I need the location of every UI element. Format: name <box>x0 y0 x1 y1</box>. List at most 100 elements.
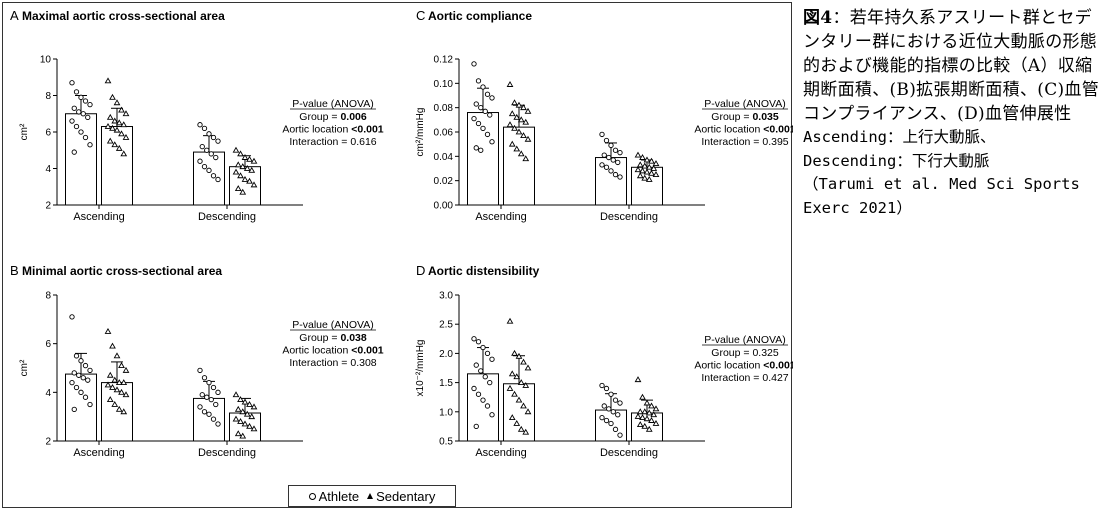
data-point-triangle <box>248 413 256 420</box>
data-point-triangle <box>520 402 527 409</box>
y-tick-label: 10 <box>40 55 52 66</box>
triangle-marker-icon <box>367 493 374 499</box>
data-point-triangle <box>246 177 253 184</box>
stats-value: 0.427 <box>762 372 788 384</box>
data-point-circle <box>82 98 89 104</box>
data-point-triangle <box>122 366 130 373</box>
data-point-circle <box>478 147 484 153</box>
data-point-triangle <box>241 175 249 182</box>
data-point-circle <box>612 147 619 153</box>
data-point-triangle <box>246 155 253 162</box>
data-point-triangle <box>643 415 651 422</box>
data-point-circle <box>201 409 208 415</box>
data-point-circle <box>71 370 77 376</box>
y-tick-label: 0.00 <box>434 201 454 212</box>
stats-label: Aortic location <box>694 360 763 372</box>
data-point-circle <box>201 164 208 170</box>
x-tick-label: Ascending <box>475 211 526 223</box>
data-point-circle <box>603 417 610 424</box>
data-point-triangle <box>106 371 114 378</box>
data-point-triangle <box>237 172 244 179</box>
stats-value: <0.001 <box>351 345 384 357</box>
data-point-triangle <box>239 432 247 439</box>
stats-heading: P-value (ANOVA) <box>292 98 374 110</box>
legend-athlete-label: Athlete <box>318 488 360 504</box>
x-tick-label: Descending <box>600 447 658 459</box>
data-point-circle <box>473 101 479 107</box>
data-point-triangle <box>634 412 642 419</box>
legend-athlete: Athlete <box>308 488 360 504</box>
data-point-circle <box>478 105 484 111</box>
panel-title: Minimal aortic cross-sectional area <box>22 264 222 278</box>
data-point-triangle <box>241 420 249 427</box>
data-point-circle <box>78 94 84 100</box>
data-point-circle <box>478 368 484 374</box>
data-point-circle <box>617 400 623 406</box>
stats-label: Group = <box>711 347 752 359</box>
data-point-circle <box>87 401 93 408</box>
data-point-triangle <box>652 160 660 167</box>
stats-line: Aortic location <0.001 <box>694 360 793 372</box>
data-point-triangle <box>234 185 242 191</box>
data-point-triangle <box>122 110 130 117</box>
data-point-triangle <box>513 373 521 380</box>
stats-value: <0.001 <box>351 124 384 136</box>
data-point-triangle <box>639 154 646 160</box>
data-point-triangle <box>634 376 642 383</box>
data-point-circle <box>480 397 486 403</box>
data-point-triangle <box>237 150 244 157</box>
data-point-circle <box>482 108 488 114</box>
caption-fig-label: 図4 <box>803 8 833 28</box>
stats-line: Group = 0.006 <box>299 111 367 123</box>
data-point-triangle <box>520 358 527 365</box>
data-point-triangle <box>111 376 119 383</box>
chart-panel-b: B Minimal aortic cross-sectional area 2 4 6 8… <box>10 263 384 459</box>
data-point-circle <box>80 111 86 117</box>
stats-label: Interaction = <box>701 136 762 148</box>
data-point-circle <box>484 403 491 409</box>
y-tick-label: 2 <box>45 437 51 448</box>
stats-label: Group = <box>711 111 752 123</box>
data-point-circle <box>489 356 495 362</box>
data-point-circle <box>599 382 605 389</box>
bar-circle <box>467 373 499 442</box>
caption-jp-text: ：若年持久系アスリート群とセデンタリー群における近位大動脈の形態的および機能的指… <box>803 8 1100 124</box>
caption-jp: 図4：若年持久系アスリート群とセデンタリー群における近位大動脈の形態的および機能… <box>803 6 1105 126</box>
data-point-triangle <box>113 99 121 106</box>
y-tick-label: 1.0 <box>439 407 453 418</box>
data-point-triangle <box>246 400 253 407</box>
y-tick-label: 8 <box>45 91 51 102</box>
data-point-triangle <box>248 166 256 173</box>
data-point-triangle <box>522 118 530 125</box>
y-tick-label: 0.5 <box>439 437 453 448</box>
data-point-triangle <box>524 364 532 371</box>
data-point-circle <box>601 152 607 158</box>
legend-sedentary-label: Sedentary <box>376 488 436 504</box>
data-point-triangle <box>111 117 119 124</box>
y-tick-label: 4 <box>45 388 51 399</box>
data-point-circle <box>482 374 488 380</box>
stats-label: Interaction = <box>289 357 350 369</box>
data-point-triangle <box>508 140 516 147</box>
data-point-circle <box>73 89 80 95</box>
data-point-triangle <box>517 379 525 385</box>
stats-line: Group = 0.038 <box>299 332 367 344</box>
data-point-triangle <box>118 130 125 137</box>
data-point-circle <box>213 154 219 161</box>
data-point-circle <box>206 379 212 386</box>
data-point-circle <box>206 167 212 173</box>
y-axis-label: cm²/mmHg <box>415 108 426 157</box>
data-point-circle <box>608 142 614 149</box>
data-point-triangle <box>513 113 521 120</box>
y-tick-label: 0.04 <box>434 152 454 163</box>
data-point-triangle <box>250 157 258 164</box>
panel-title: Aortic distensibility <box>428 264 540 278</box>
data-point-circle <box>85 114 91 121</box>
y-tick-label: 4 <box>45 164 51 175</box>
data-point-triangle <box>232 415 240 422</box>
data-point-triangle <box>234 161 242 168</box>
bar-triangle <box>503 126 535 206</box>
data-point-circle <box>603 137 610 144</box>
data-point-triangle <box>517 116 525 123</box>
data-point-triangle <box>118 388 125 395</box>
